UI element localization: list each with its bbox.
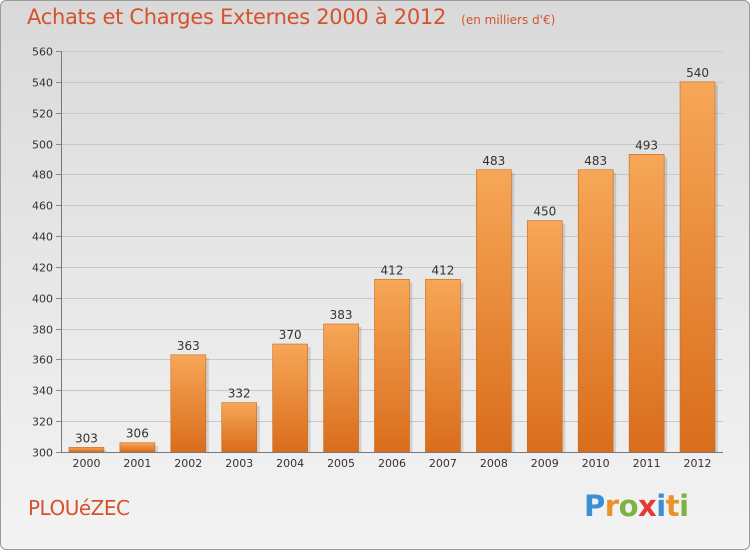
y-tick-label: 480 [32,169,53,182]
bar-2009 [526,220,563,453]
logo-letter: o [618,489,639,523]
chart-subtitle: (en milliers d'€) [461,13,556,27]
data-label: 332 [228,387,251,401]
bar-2001 [119,442,156,453]
y-tick-label: 440 [32,231,53,244]
logo-letter: P [584,489,605,523]
x-tick-label: 2010 [582,457,610,470]
bar-2011 [628,154,665,453]
x-tick-label: 2003 [225,457,253,470]
bar-2008 [476,169,512,453]
logo-letter: i [679,489,689,523]
x-tick-label: 2002 [174,457,202,470]
data-label: 540 [686,66,709,80]
data-label: 493 [635,138,658,152]
y-tick-label: 300 [32,447,53,460]
x-tick-label: 2012 [684,457,712,470]
data-labels: 303 306 363 332 370 383 412 412 483 450 483 493 540 [75,66,709,446]
bar-2000 [68,447,105,453]
chart-title: Achats et Charges Externes 2000 à 2012 [27,5,447,29]
proxiti-logo: Proxiti [584,489,689,523]
y-tick-label: 340 [32,385,53,398]
commune-name: PLOUéZEC [28,496,130,520]
y-tick-label: 560 [32,46,53,59]
axes [61,51,723,453]
bar-2004 [272,343,308,453]
x-axis-ticks: 2000 2001 2002 2003 2004 2005 2006 2007 2008 2009… [72,457,711,470]
y-tick-label: 400 [32,293,53,306]
title-row: Achats et Charges Externes 2000 à 2012 (… [27,5,555,29]
y-tick-label: 500 [32,139,53,152]
logo-letter: i [656,489,666,523]
x-tick-label: 2006 [378,457,406,470]
y-tick-label: 360 [32,354,53,367]
y-tick-label: 540 [32,77,53,90]
data-label: 383 [330,308,353,322]
bar-2007 [425,278,461,453]
x-tick-label: 2001 [123,457,151,470]
bar-2012 [679,81,716,453]
data-label: 412 [431,263,454,277]
logo-letter: t [665,489,680,523]
x-tick-label: 2008 [480,457,508,470]
logo-letter: x [638,489,657,523]
y-axis-ticks: 300 320 340 360 380 400 420 440 460 480 500 520 540 5… [32,46,61,460]
bar-2002 [170,354,207,453]
bar-2006 [374,278,410,453]
logo-letter: r [604,489,619,523]
x-tick-label: 2004 [276,457,304,470]
x-tick-label: 2005 [327,457,355,470]
y-tick-label: 380 [32,324,53,337]
x-tick-label: 2007 [429,457,457,470]
data-label: 303 [75,431,98,445]
bars [68,81,719,453]
data-label: 306 [126,427,149,441]
y-tick-label: 320 [32,416,53,429]
data-label: 483 [482,154,505,168]
bar-2005 [323,323,359,453]
bar-2003 [221,402,258,453]
data-label: 483 [584,154,607,168]
data-label: 363 [177,339,200,353]
x-tick-label: 2011 [633,457,661,470]
bar-2010 [577,169,614,453]
data-label: 370 [279,328,302,342]
y-tick-label: 460 [32,200,53,213]
data-label: 450 [533,205,556,219]
y-tick-label: 520 [32,108,53,121]
y-tick-label: 420 [32,262,53,275]
x-tick-label: 2009 [531,457,559,470]
data-label: 412 [381,263,404,277]
x-tick-label: 2000 [72,457,100,470]
